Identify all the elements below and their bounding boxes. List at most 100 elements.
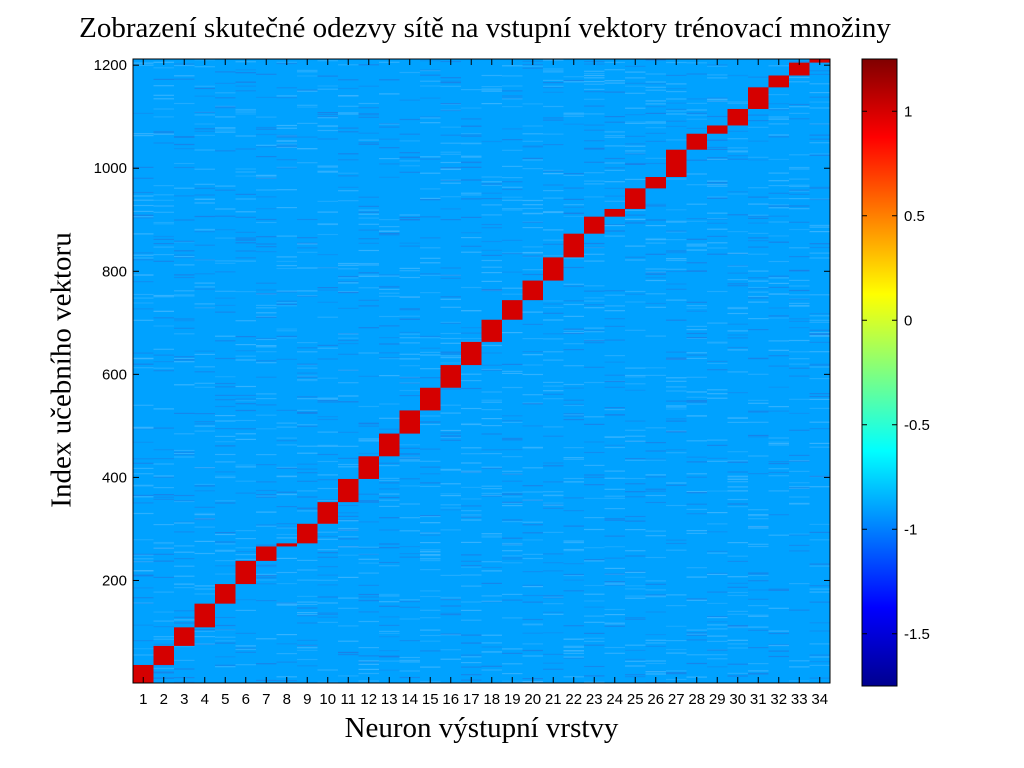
heatmap-noise-stripe xyxy=(461,560,482,562)
heatmap-noise-stripe xyxy=(174,522,195,524)
x-tick-label: 20 xyxy=(524,691,541,708)
heatmap-noise-stripe xyxy=(379,275,400,277)
heatmap-noise-stripe xyxy=(727,481,748,483)
y-tick-label: 200 xyxy=(102,572,127,589)
heatmap-noise-stripe xyxy=(440,507,461,509)
heatmap-noise-stripe xyxy=(420,485,441,487)
heatmap-noise-stripe xyxy=(584,560,605,562)
heatmap-noise-stripe xyxy=(276,557,297,559)
heatmap-noise-stripe xyxy=(153,370,174,372)
heatmap-noise-stripe xyxy=(235,651,256,653)
heatmap-noise-stripe xyxy=(563,198,584,200)
heatmap-noise-stripe xyxy=(338,291,359,294)
heatmap-noise-stripe xyxy=(625,496,646,498)
heatmap-noise-stripe xyxy=(194,353,215,355)
heatmap-noise-stripe xyxy=(522,491,543,493)
heatmap-noise-stripe xyxy=(645,459,666,461)
heatmap-noise-stripe xyxy=(645,662,666,665)
heatmap-noise-stripe xyxy=(748,647,769,649)
heatmap-noise-stripe xyxy=(543,70,564,72)
heatmap-noise-stripe xyxy=(379,636,400,638)
heatmap-noise-stripe xyxy=(297,162,318,164)
heatmap-noise-stripe xyxy=(399,553,420,555)
heatmap-noise-stripe xyxy=(317,499,338,502)
heatmap-noise-stripe xyxy=(584,665,605,668)
heatmap-noise-stripe xyxy=(338,554,359,556)
heatmap-noise-stripe xyxy=(666,83,687,85)
heatmap-noise-stripe xyxy=(768,410,789,412)
heatmap-noise-stripe xyxy=(748,358,769,360)
heatmap-noise-stripe xyxy=(666,270,687,273)
heatmap-noise-stripe xyxy=(645,639,666,641)
heatmap-noise-stripe xyxy=(789,550,810,552)
heatmap-noise-stripe xyxy=(748,434,769,437)
heatmap-noise-stripe xyxy=(645,277,666,279)
heatmap-noise-stripe xyxy=(194,643,215,645)
heatmap-noise-stripe xyxy=(666,648,687,651)
x-tick-label: 6 xyxy=(242,691,250,708)
heatmap-noise-stripe xyxy=(727,371,748,373)
heatmap-noise-stripe xyxy=(235,647,256,649)
heatmap-noise-stripe xyxy=(317,223,338,226)
heatmap-noise-stripe xyxy=(502,473,523,475)
heatmap-noise-stripe xyxy=(379,123,400,125)
heatmap-noise-stripe xyxy=(481,103,502,105)
heatmap-noise-stripe xyxy=(317,621,338,623)
heatmap-noise-stripe xyxy=(317,165,338,167)
heatmap-noise-stripe xyxy=(727,613,748,615)
heatmap-noise-stripe xyxy=(789,544,810,546)
heatmap-noise-stripe xyxy=(748,270,769,272)
heatmap-noise-stripe xyxy=(399,456,420,458)
heatmap-noise-stripe xyxy=(420,551,441,553)
heatmap-noise-stripe xyxy=(215,453,236,456)
heatmap-noise-stripe xyxy=(563,113,584,115)
heatmap-noise-stripe xyxy=(481,89,502,92)
heatmap-noise-stripe xyxy=(256,511,277,513)
heatmap-noise-stripe xyxy=(768,632,789,635)
heatmap-noise-stripe xyxy=(727,576,748,578)
heatmap-noise-stripe xyxy=(194,95,215,97)
x-tick: 15 xyxy=(422,59,439,708)
heatmap-noise-stripe xyxy=(235,81,256,83)
heatmap-noise-stripe xyxy=(748,286,769,289)
heatmap-noise-stripe xyxy=(768,588,789,590)
heatmap-noise-stripe xyxy=(317,566,338,568)
heatmap-noise-stripe xyxy=(235,344,256,346)
heatmap-noise-stripe xyxy=(686,391,707,393)
heatmap-noise-stripe xyxy=(768,468,789,470)
heatmap-noise-stripe xyxy=(748,280,769,282)
heatmap-noise-stripe xyxy=(707,247,728,249)
heatmap-noise-stripe xyxy=(563,497,584,499)
heatmap-noise-stripe xyxy=(153,475,174,477)
heatmap-noise-stripe xyxy=(707,115,728,118)
heatmap-noise-stripe xyxy=(748,670,769,672)
x-tick: 29 xyxy=(709,59,726,708)
heatmap-noise-stripe xyxy=(153,498,174,500)
heatmap-noise-stripe xyxy=(481,368,502,371)
heatmap-noise-stripe xyxy=(174,619,195,621)
heatmap-noise-stripe xyxy=(317,579,338,581)
heatmap-noise-stripe xyxy=(809,664,830,666)
heatmap-noise-stripe xyxy=(153,547,174,549)
heatmap-noise-stripe xyxy=(645,594,666,596)
heatmap-noise-stripe xyxy=(768,630,789,632)
heatmap-noise-stripe xyxy=(748,253,769,255)
heatmap-noise-stripe xyxy=(604,582,625,584)
heatmap-noise-stripe xyxy=(686,329,707,331)
heatmap-noise-stripe xyxy=(194,259,215,261)
heatmap-noise-stripe xyxy=(276,409,297,411)
heatmap-noise-stripe xyxy=(604,305,625,307)
heatmap-noise-stripe xyxy=(748,156,769,158)
heatmap-noise-stripe xyxy=(194,111,215,113)
heatmap-noise-stripe xyxy=(379,138,400,140)
heatmap-noise-stripe xyxy=(358,438,379,440)
heatmap-noise-stripe xyxy=(686,576,707,578)
heatmap-noise-stripe xyxy=(727,151,748,153)
heatmap-noise-stripe xyxy=(686,492,707,494)
heatmap-noise-stripe xyxy=(133,254,154,256)
heatmap-noise-stripe xyxy=(133,281,154,283)
heatmap-noise-stripe xyxy=(768,307,789,309)
colorbar-tick-label: 0 xyxy=(904,312,912,329)
heatmap-noise-stripe xyxy=(707,196,728,198)
heatmap-noise-stripe xyxy=(420,351,441,353)
